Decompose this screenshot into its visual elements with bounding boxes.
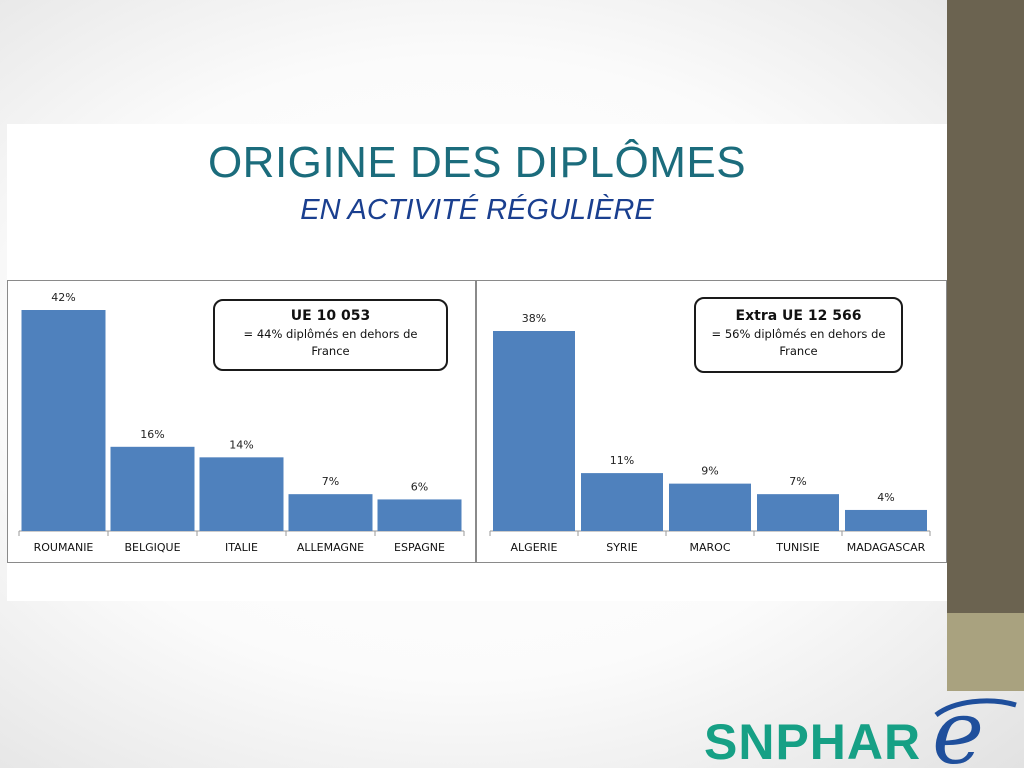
snphare-logo: SNPHAR e: [704, 693, 1017, 766]
ue-category-label: ESPAGNE: [394, 541, 445, 554]
ue-bar-espagne: [377, 499, 462, 531]
ue-data-label: 16%: [140, 428, 164, 441]
logo-text: SNPHAR: [704, 714, 921, 766]
ue-category-label: BELGIQUE: [124, 541, 180, 554]
callout-extra-line1: = 56% diplômés en dehors de: [711, 327, 886, 341]
extra-category-label: TUNISIE: [775, 541, 819, 554]
ue-category-label: ROUMANIE: [34, 541, 94, 554]
side-accent-block: [947, 613, 1024, 691]
slide-subtitle: EN ACTIVITÉ RÉGULIÈRE: [300, 194, 654, 226]
extra-data-label: 4%: [877, 491, 894, 504]
ue-bar-italie: [199, 457, 284, 531]
ue-bar-belgique: [110, 446, 195, 531]
callout-extra-ue: Extra UE 12 566 = 56% diplômés en dehors…: [694, 297, 903, 373]
ue-category-label: ITALIE: [225, 541, 258, 554]
callout-ue-line2: France: [311, 344, 350, 358]
extra-data-label: 11%: [610, 454, 634, 467]
side-accent-bar: [947, 0, 1024, 613]
extra-bar-tunisie: [757, 494, 839, 531]
callout-extra-line2: France: [779, 344, 818, 358]
ue-category-label: ALLEMAGNE: [297, 541, 364, 554]
chart-ue-svg: 42% ROUMANIE 16% BELGIQUE 14% ITALIE 7% ALLEMAG…: [18, 291, 465, 554]
ue-bar-allemagne: [288, 494, 373, 531]
ue-data-label: 42%: [51, 291, 75, 304]
callout-ue-head: UE 10 053: [290, 308, 371, 324]
ue-bar-roumanie: [21, 310, 106, 531]
slide-title: ORIGINE DES DIPLÔMES: [207, 138, 747, 187]
extra-bar-syrie: [581, 473, 663, 531]
callout-ue: UE 10 053 = 44% diplômés en dehors de Fr…: [213, 299, 448, 371]
extra-category-label: SYRIE: [606, 541, 638, 554]
extra-bar-madagascar: [845, 509, 927, 531]
extra-data-label: 7%: [789, 475, 806, 488]
extra-category-label: MAROC: [690, 541, 731, 554]
callout-extra-head: Extra UE 12 566: [735, 308, 862, 324]
extra-data-label: 38%: [522, 312, 546, 325]
ue-data-label: 6%: [411, 480, 428, 493]
logo-swoosh-icon: [934, 698, 1017, 718]
callout-ue-line1: = 44% diplômés en dehors de: [243, 327, 418, 341]
extra-category-label: MADAGASCAR: [847, 541, 926, 554]
chart-extra-ue-svg: 38% ALGERIE 11% SYRIE 9% MAROC 7% TUNISIE 4% MADA…: [489, 312, 931, 554]
extra-bar-maroc: [669, 483, 751, 531]
extra-bar-algerie: [493, 331, 575, 531]
ue-data-label: 14%: [229, 438, 253, 451]
ue-data-label: 7%: [322, 475, 339, 488]
extra-data-label: 9%: [701, 465, 718, 478]
extra-category-label: ALGERIE: [511, 541, 558, 554]
